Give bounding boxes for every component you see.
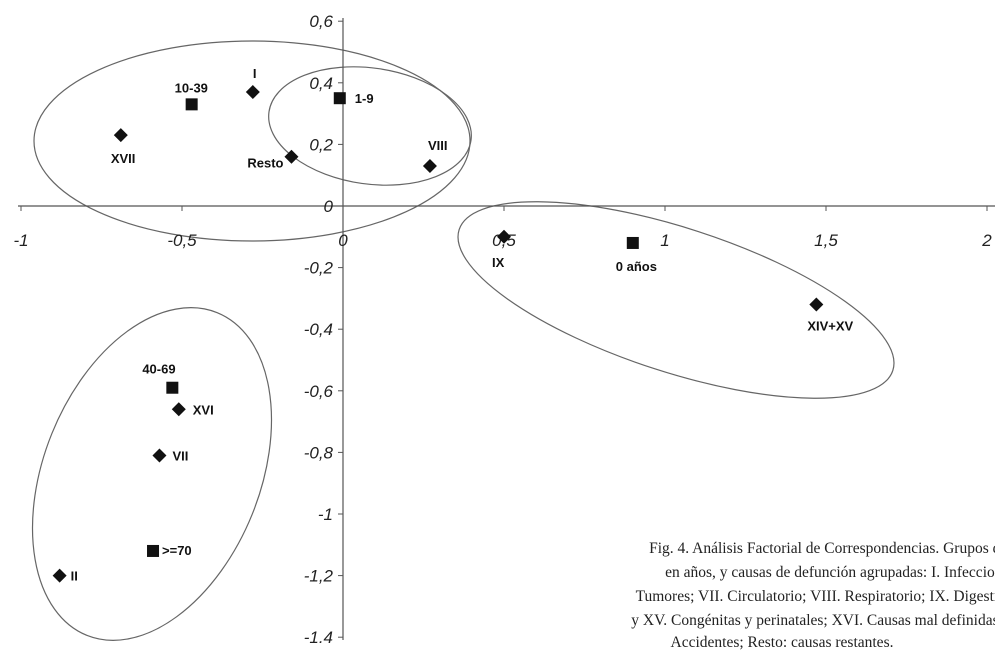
square-marker-0-a-os bbox=[626, 236, 639, 249]
point-label: II bbox=[71, 569, 78, 584]
caption-line: en años, y causas de defunción agrupadas… bbox=[665, 564, 995, 581]
y-tick-label: -1,2 bbox=[304, 567, 334, 586]
diamond-marker-viii bbox=[422, 158, 437, 173]
y-tick-label: -1 bbox=[318, 505, 333, 524]
diamond-marker-ix bbox=[497, 229, 511, 244]
diamond-marker-xvi bbox=[171, 402, 186, 417]
diamond-marker-xvii bbox=[113, 128, 128, 143]
x-tick-label: -0,5 bbox=[167, 231, 197, 250]
x-tick-label: 2 bbox=[981, 231, 992, 250]
point-label: >=70 bbox=[162, 543, 192, 558]
point-label: 10-39 bbox=[175, 80, 208, 95]
cluster-ellipse-upper-left bbox=[33, 40, 471, 242]
x-tick-label: 1 bbox=[660, 231, 669, 250]
y-tick-label: 0 bbox=[324, 197, 334, 216]
x-tick-label: -1 bbox=[13, 231, 28, 250]
y-tick-label: 0,6 bbox=[309, 12, 333, 31]
point-label: 0 años bbox=[616, 259, 657, 274]
cluster-ellipses bbox=[31, 40, 895, 641]
x-tick-label: 0 bbox=[338, 231, 348, 250]
point-label: 40-69 bbox=[142, 362, 175, 377]
square-marker-1-9 bbox=[333, 92, 346, 105]
y-tick-label: -1.4 bbox=[304, 628, 333, 647]
caption-line: y XV. Congénitas y perinatales; XVI. Cau… bbox=[631, 612, 995, 629]
caption-line: Tumores; VII. Circulatorio; VIII. Respir… bbox=[636, 588, 995, 605]
y-tick-label: 0,4 bbox=[309, 74, 333, 93]
cluster-ellipse-lower-left bbox=[31, 307, 273, 641]
point-label: 1-9 bbox=[355, 91, 374, 106]
point-label: VII bbox=[172, 448, 188, 463]
caption-line: Fig. 4. Análisis Factorial de Correspond… bbox=[649, 540, 995, 557]
figure-caption: Fig. 4. Análisis Factorial de Correspond… bbox=[631, 540, 995, 651]
cluster-ellipse-right bbox=[457, 201, 895, 399]
diamond-marker-i bbox=[245, 85, 260, 100]
point-label: XVII bbox=[111, 151, 136, 166]
diamond-marker-vii bbox=[152, 448, 167, 463]
point-label: Resto bbox=[247, 156, 283, 171]
point-label: VIII bbox=[428, 138, 448, 153]
point-label: XIV+XV bbox=[807, 319, 853, 334]
square-marker-10-39 bbox=[185, 98, 198, 111]
square-marker-40-69 bbox=[166, 381, 179, 394]
cluster-ellipse-upper-center bbox=[268, 66, 472, 186]
data-points: 10-39 1-9 0 años 40-69 >=70 I XVII Resto VIII IX X… bbox=[52, 66, 854, 584]
x-tick-label: 1,5 bbox=[814, 231, 838, 250]
point-label: I bbox=[253, 66, 257, 81]
point-label: XVI bbox=[193, 402, 214, 417]
y-tick-label: -0,6 bbox=[304, 382, 334, 401]
diamond-marker-ii bbox=[52, 568, 67, 583]
diamond-marker-xiv-xv bbox=[809, 297, 824, 312]
diamond-marker-resto bbox=[284, 149, 299, 164]
y-tick-label: -0,2 bbox=[304, 259, 334, 278]
y-tick-label: 0,2 bbox=[309, 135, 333, 154]
y-tick-label: -0,8 bbox=[304, 443, 334, 462]
y-tick-label: -0,4 bbox=[304, 320, 333, 339]
caption-line: Accidentes; Resto: causas restantes. bbox=[671, 634, 894, 651]
square-marker--70 bbox=[147, 544, 160, 557]
point-label: IX bbox=[492, 255, 505, 270]
